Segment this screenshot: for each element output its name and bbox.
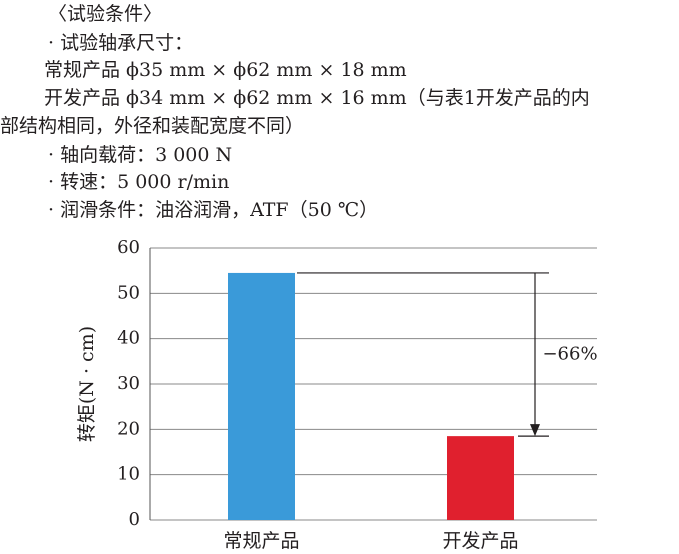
bar (447, 436, 514, 520)
condition-line: · 转速：5 000 r/min (48, 171, 230, 193)
bar (228, 272, 295, 520)
condition-line: 部结构相同，外径和装配宽度不同） (0, 115, 305, 137)
y-tick-label: 10 (117, 464, 140, 485)
x-tick-label: 开发产品 (442, 530, 518, 552)
y-tick-label: 20 (117, 418, 140, 439)
annotation: −66% (542, 344, 597, 365)
condition-line: 开发产品 ϕ34 mm × ϕ62 mm × 16 mm（与表1开发产品的内 (44, 87, 590, 109)
y-tick-label: 30 (117, 373, 140, 394)
y-tick-label: 50 (117, 282, 140, 303)
y-tick-label: 0 (129, 509, 140, 530)
condition-line: · 轴向载荷：3 000 N (48, 144, 233, 166)
y-tick-label: 40 (117, 328, 140, 349)
condition-line: · 试验轴承尺寸： (48, 32, 194, 54)
condition-line: 〈试验条件〉 (48, 3, 163, 25)
arrow-head (530, 424, 540, 437)
y-tick-label: 60 (117, 237, 140, 258)
condition-line: 常规产品 ϕ35 mm × ϕ62 mm × 18 mm (44, 59, 407, 81)
x-tick-label: 常规产品 (223, 530, 299, 552)
y-axis-label: 转矩(N · cm) (76, 326, 98, 442)
condition-line: · 润滑条件：油浴润滑，ATF（50 ℃） (48, 199, 379, 221)
